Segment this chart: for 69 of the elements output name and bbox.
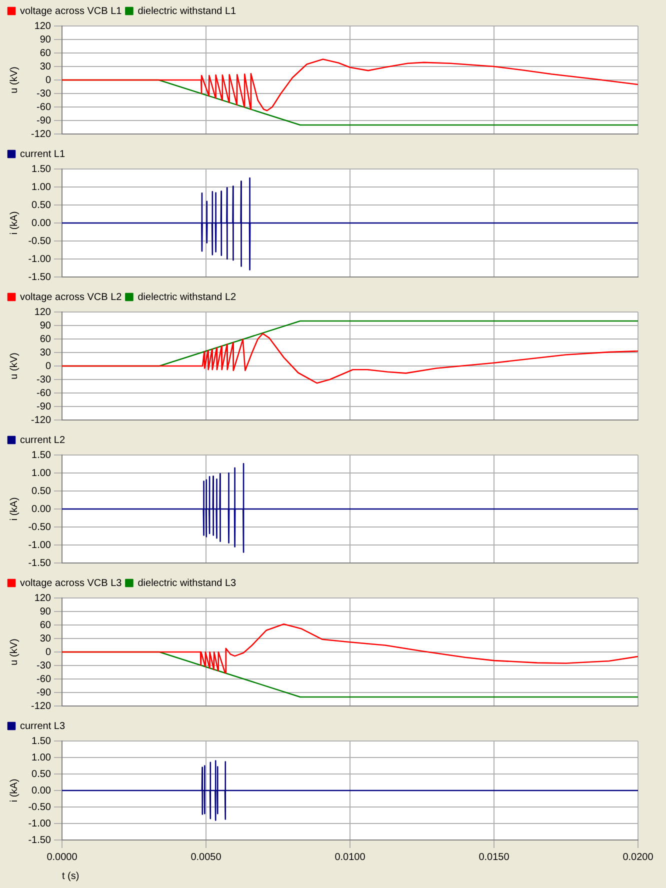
y-tick-label: -90 — [36, 687, 52, 698]
y-tick-label: 60 — [40, 48, 52, 59]
y-tick-label: 0 — [45, 74, 52, 86]
legend-label: current L3 — [20, 720, 66, 732]
y-tick-label: 1.00 — [32, 468, 52, 479]
y-tick-label: 1.00 — [32, 752, 52, 764]
legend-label: current L1 — [20, 148, 66, 160]
y-tick-label: -30 — [36, 374, 52, 386]
y-tick-label: 120 — [34, 592, 52, 604]
y-tick-label: 0.50 — [32, 486, 52, 497]
y-axis-title: i (kA) — [8, 211, 20, 235]
y-tick-label: 0.50 — [32, 768, 52, 780]
x-tick-label: 0.0000 — [46, 852, 78, 863]
y-tick-label: 60 — [40, 620, 52, 631]
y-tick-label: 90 — [40, 606, 52, 618]
y-axis-title: i (kA) — [8, 778, 20, 802]
legend-label: voltage across VCB L1 — [20, 6, 122, 17]
x-tick-label: 0.0050 — [190, 852, 222, 863]
y-tick-label: 0 — [45, 646, 52, 658]
y-tick-label: 120 — [34, 20, 52, 32]
y-tick-label: -1.00 — [28, 540, 52, 551]
x-tick-label: 0.0200 — [622, 852, 654, 863]
y-tick-label: 120 — [34, 306, 52, 318]
x-tick-label: 0.0150 — [478, 852, 510, 863]
y-tick-label: -1.00 — [28, 254, 52, 265]
y-tick-label: -0.50 — [28, 522, 52, 533]
y-tick-label: 0.00 — [32, 218, 52, 229]
y-tick-label: 30 — [40, 61, 52, 72]
legend-label: voltage across VCB L2 — [20, 292, 122, 303]
y-tick-label: -1.50 — [28, 272, 52, 283]
y-tick-label: -1.50 — [28, 834, 52, 846]
y-tick-label: -30 — [36, 660, 52, 672]
y-tick-label: -120 — [30, 128, 52, 140]
y-tick-label: -0.50 — [28, 236, 52, 247]
y-tick-label: 0.50 — [32, 200, 52, 211]
y-tick-label: -90 — [36, 115, 52, 126]
y-tick-label: 0.00 — [32, 504, 52, 515]
y-tick-label: -60 — [36, 388, 52, 399]
y-tick-label: -60 — [36, 102, 52, 113]
x-tick-label: 0.0100 — [334, 852, 366, 863]
y-axis-title: u (kV) — [8, 66, 20, 94]
y-tick-label: 1.50 — [32, 736, 52, 747]
legend-label: current L2 — [20, 434, 66, 446]
y-tick-label: -120 — [30, 700, 52, 712]
y-axis-title: u (kV) — [8, 352, 20, 380]
y-tick-label: 0.00 — [32, 785, 52, 796]
legend-label: dielectric withstand L3 — [138, 578, 237, 589]
legend-label: voltage across VCB L3 — [20, 578, 122, 589]
y-tick-label: 60 — [40, 334, 52, 345]
y-tick-label: -0.50 — [28, 802, 52, 813]
y-tick-label: 1.00 — [32, 182, 52, 193]
y-axis-title: u (kV) — [8, 638, 20, 666]
y-tick-label: -60 — [36, 674, 52, 685]
y-tick-label: -1.50 — [28, 558, 52, 569]
y-tick-label: -30 — [36, 88, 52, 100]
y-tick-label: -90 — [36, 401, 52, 412]
y-tick-label: 1.50 — [32, 450, 52, 461]
y-tick-label: 1.50 — [32, 164, 52, 175]
y-tick-label: 90 — [40, 34, 52, 46]
y-tick-label: -1.00 — [28, 818, 52, 830]
y-tick-label: -120 — [30, 414, 52, 426]
y-tick-label: 0 — [45, 360, 52, 372]
legend-label: dielectric withstand L1 — [138, 6, 237, 17]
y-tick-label: 90 — [40, 320, 52, 332]
y-tick-label: 30 — [40, 347, 52, 358]
legend-label: dielectric withstand L2 — [138, 292, 237, 303]
y-tick-label: 30 — [40, 633, 52, 644]
x-axis-title: t (s) — [62, 870, 80, 882]
y-axis-title: i (kA) — [8, 497, 20, 521]
